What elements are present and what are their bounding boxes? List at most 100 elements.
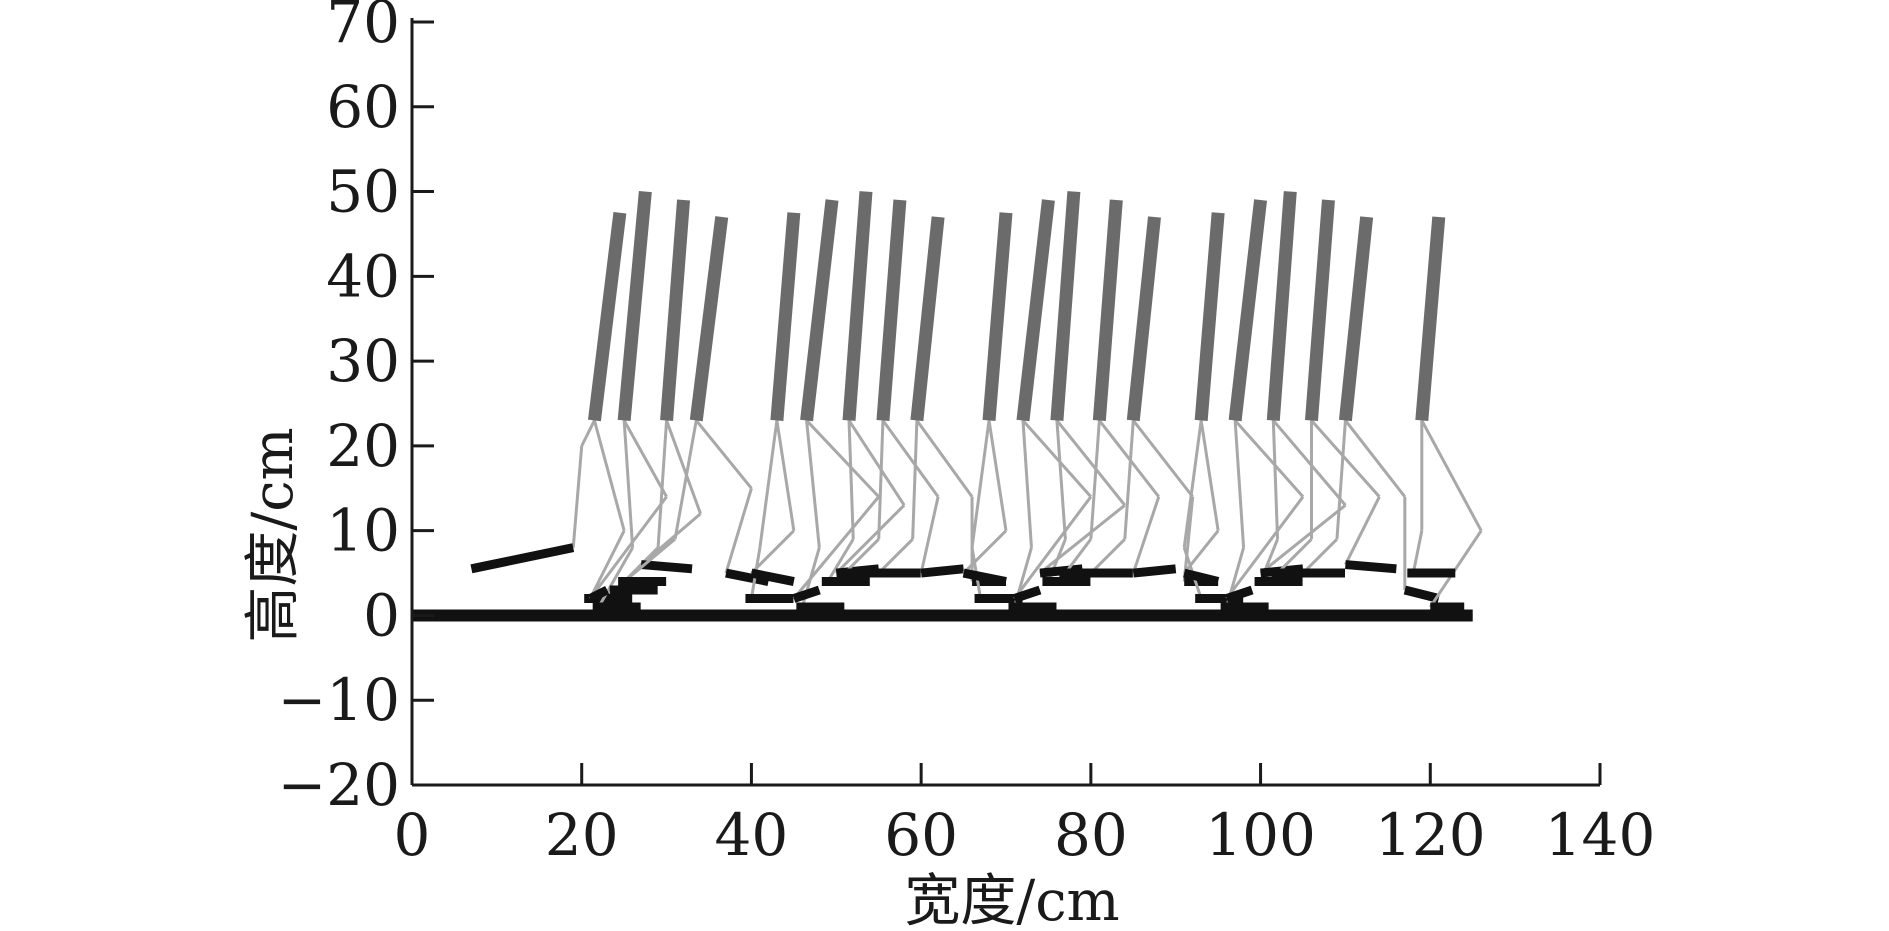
y-tick-label: 60 [326, 73, 400, 141]
y-tick-label: 40 [326, 242, 400, 310]
swing-thigh-line [847, 419, 906, 507]
stance-shank-line [1411, 530, 1424, 574]
swing-foot-mark [962, 568, 1007, 586]
pose-11 [1008, 199, 1093, 612]
swing-shank-line [1183, 529, 1220, 574]
pose-4 [618, 216, 770, 587]
swing-thigh-line [1098, 419, 1160, 498]
stance-thigh-line [1233, 420, 1246, 548]
pose-5 [745, 212, 801, 603]
torso-mark [842, 191, 873, 421]
y-tick-label: 50 [326, 158, 400, 226]
torso-mark [800, 199, 839, 422]
swing-thigh-line [1310, 419, 1381, 498]
torso-mark [587, 211, 627, 422]
torso-mark [660, 199, 691, 421]
x-tick-label: 0 [394, 801, 431, 869]
pose-2 [588, 190, 668, 612]
plot-marks [412, 190, 1483, 622]
swing-foot-mark [640, 560, 693, 574]
torso-mark [1338, 216, 1374, 422]
swing-thigh-line [915, 419, 974, 498]
swing-thigh-line [1272, 419, 1347, 507]
y-tick-label: −10 [278, 666, 400, 734]
swing-thigh-line [987, 420, 1008, 531]
stance-shank-line [597, 546, 634, 608]
torso-mark [1092, 199, 1123, 421]
swing-thigh-line [1132, 419, 1194, 498]
swing-foot-mark [1345, 560, 1397, 574]
swing-thigh-line [695, 419, 753, 490]
stance-thigh-line [673, 420, 698, 540]
swing-shank-line [1344, 496, 1381, 566]
y-tick-label: 70 [326, 0, 400, 56]
swing-shank-line [1013, 495, 1093, 600]
torso-mark [1415, 216, 1446, 421]
stance-shank-line [877, 538, 914, 575]
x-tick-label: 120 [1375, 801, 1486, 869]
stance-thigh-line [970, 420, 991, 548]
swing-foot-mark [920, 564, 965, 578]
stance-thigh-line [847, 420, 855, 540]
stance-shank-line [1064, 538, 1093, 574]
swing-thigh-line [1420, 419, 1483, 532]
swing-thigh-line [1199, 420, 1220, 531]
swing-foot-mark [725, 568, 770, 586]
stance-thigh-line [1123, 420, 1135, 540]
y-tick-label: 30 [326, 327, 400, 395]
pose-18 [1271, 199, 1397, 578]
x-tick-label: 80 [1054, 801, 1128, 869]
x-tick-label: 140 [1545, 801, 1656, 869]
swing-shank-line [835, 504, 906, 575]
torso-mark [1050, 191, 1081, 421]
torso-mark [1126, 216, 1161, 422]
torso-mark [982, 212, 1013, 421]
pose-6 [792, 199, 880, 612]
x-tick-label: 40 [715, 801, 789, 869]
stance-shank-line [843, 538, 880, 575]
pose-16 [1220, 199, 1305, 612]
pose-1 [470, 211, 633, 603]
swing-foot-mark [588, 585, 610, 603]
stance-thigh-line [1055, 420, 1067, 540]
y-tick-label: −20 [278, 751, 400, 819]
swing-shank-line [919, 496, 940, 574]
stance-thigh-line [805, 420, 821, 548]
torso-mark [1266, 191, 1297, 421]
swing-shank-line [1429, 529, 1483, 608]
torso-mark [1194, 212, 1225, 421]
stance-shank-line [1276, 538, 1313, 575]
pose-20 [1407, 216, 1483, 612]
torso-mark [876, 199, 907, 421]
swing-foot-mark [792, 585, 821, 603]
swing-foot-mark [470, 543, 575, 574]
swing-foot-mark [1183, 568, 1220, 586]
pose-10 [962, 212, 1023, 603]
pose-13 [1059, 199, 1177, 578]
stance-thigh-line [622, 420, 635, 548]
stance-shank-line [623, 537, 677, 583]
swing-shank-line [640, 512, 702, 566]
x-tick-label: 100 [1205, 801, 1316, 869]
torso-mark [1016, 199, 1055, 422]
swing-foot-mark [1013, 585, 1042, 603]
y-tick-label: 10 [326, 497, 400, 565]
y-tick-label: 20 [326, 412, 400, 480]
swing-shank-line [1182, 496, 1195, 582]
swing-foot-mark [1403, 585, 1440, 603]
stance-thigh-line [758, 420, 779, 548]
stance-thigh-line [1271, 420, 1280, 540]
swing-shank-line [750, 529, 795, 575]
torso-mark [689, 216, 729, 422]
x-axis-label: 宽度/cm [904, 869, 1119, 931]
swing-shank-line [571, 445, 584, 548]
stance-shank-line [1301, 538, 1339, 575]
torso-mark [617, 190, 652, 422]
axes: −20 −10 0 10 20 30 40 50 60 70 0 20 40 60 80 100 120 140 [278, 0, 1656, 869]
stance-thigh-line [877, 420, 885, 540]
swing-shank-line [589, 495, 668, 600]
stance-thigh-line [1182, 420, 1203, 548]
stance-shank-line [1089, 538, 1126, 575]
stance-shank-line [588, 529, 626, 600]
